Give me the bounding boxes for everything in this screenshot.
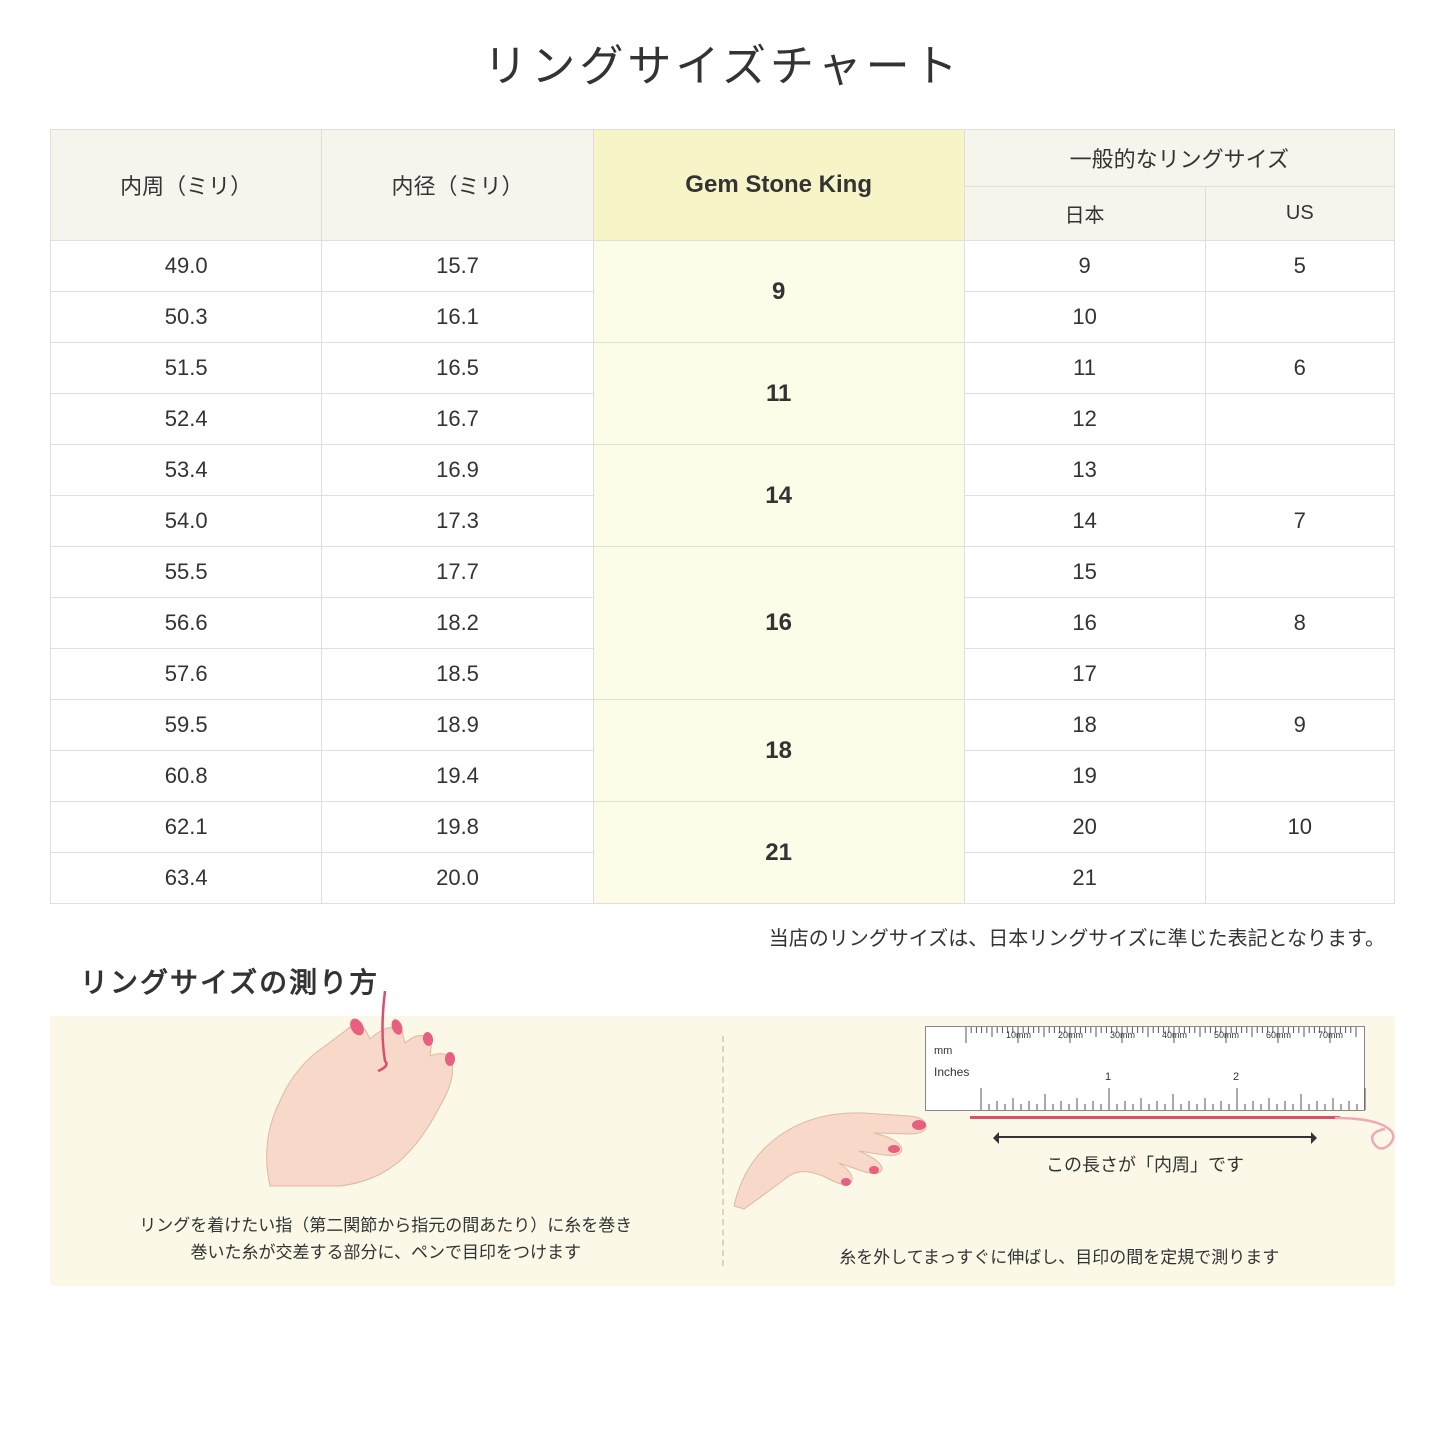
cell-diameter: 16.1 bbox=[322, 292, 593, 343]
cell-circumference: 59.5 bbox=[51, 700, 322, 751]
cell-us: 6 bbox=[1205, 343, 1394, 394]
cell-circumference: 62.1 bbox=[51, 802, 322, 853]
caption-left-line2: 巻いた糸が交差する部分に、ペンで目印をつけます bbox=[90, 1239, 682, 1266]
cell-circumference: 52.4 bbox=[51, 394, 322, 445]
cell-us bbox=[1205, 445, 1394, 496]
arrow-label: この長さが「内周」です bbox=[995, 1151, 1295, 1177]
cell-us bbox=[1205, 649, 1394, 700]
ruler-in-mark: 2 bbox=[1233, 1071, 1239, 1083]
header-gsk: Gem Stone King bbox=[593, 130, 964, 241]
cell-japan: 19 bbox=[964, 751, 1205, 802]
ruler-mm-mark: 10mm bbox=[1006, 1030, 1031, 1040]
cell-circumference: 50.3 bbox=[51, 292, 322, 343]
cell-diameter: 18.2 bbox=[322, 598, 593, 649]
cell-us bbox=[1205, 853, 1394, 904]
cell-us: 5 bbox=[1205, 241, 1394, 292]
cell-diameter: 17.3 bbox=[322, 496, 593, 547]
instructions-panel: リングを着けたい指（第二関節から指元の間あたり）に糸を巻き 巻いた糸が交差する部… bbox=[50, 1016, 1395, 1286]
cell-diameter: 16.5 bbox=[322, 343, 593, 394]
table-row: 49.015.7995 bbox=[51, 241, 1395, 292]
thread-curl bbox=[1335, 1094, 1405, 1154]
ruler-mm-mark: 70mm bbox=[1318, 1030, 1343, 1040]
ruler-mm-mark: 60mm bbox=[1266, 1030, 1291, 1040]
cell-diameter: 15.7 bbox=[322, 241, 593, 292]
measurement-arrow bbox=[995, 1136, 1315, 1138]
caption-left: リングを着けたい指（第二関節から指元の間あたり）に糸を巻き 巻いた糸が交差する部… bbox=[50, 1212, 722, 1266]
page-title: リングサイズチャート bbox=[50, 30, 1395, 94]
cell-us: 8 bbox=[1205, 598, 1394, 649]
cell-circumference: 55.5 bbox=[51, 547, 322, 598]
hand-measure-illustration bbox=[734, 1071, 934, 1211]
table-row: 55.517.71615 bbox=[51, 547, 1395, 598]
table-note: 当店のリングサイズは、日本リングサイズに準じた表記となります。 bbox=[50, 922, 1385, 951]
cell-us: 9 bbox=[1205, 700, 1394, 751]
cell-japan: 15 bbox=[964, 547, 1205, 598]
cell-japan: 20 bbox=[964, 802, 1205, 853]
cell-japan: 18 bbox=[964, 700, 1205, 751]
cell-japan: 9 bbox=[964, 241, 1205, 292]
cell-circumference: 57.6 bbox=[51, 649, 322, 700]
cell-gsk: 18 bbox=[593, 700, 964, 802]
cell-gsk: 16 bbox=[593, 547, 964, 700]
ring-size-table: 内周（ミリ） 内径（ミリ） Gem Stone King 一般的なリングサイズ … bbox=[50, 129, 1395, 904]
ruler-mm-mark: 50mm bbox=[1214, 1030, 1239, 1040]
ruler-mm-mark: 30mm bbox=[1110, 1030, 1135, 1040]
table-row: 59.518.918189 bbox=[51, 700, 1395, 751]
cell-japan: 11 bbox=[964, 343, 1205, 394]
cell-japan: 14 bbox=[964, 496, 1205, 547]
cell-japan: 21 bbox=[964, 853, 1205, 904]
ruler-in-mark: 1 bbox=[1105, 1071, 1111, 1083]
cell-circumference: 53.4 bbox=[51, 445, 322, 496]
cell-gsk: 14 bbox=[593, 445, 964, 547]
cell-diameter: 18.5 bbox=[322, 649, 593, 700]
cell-us bbox=[1205, 394, 1394, 445]
cell-japan: 16 bbox=[964, 598, 1205, 649]
cell-circumference: 56.6 bbox=[51, 598, 322, 649]
cell-gsk: 9 bbox=[593, 241, 964, 343]
caption-left-line1: リングを着けたい指（第二関節から指元の間あたり）に糸を巻き bbox=[90, 1212, 682, 1239]
cell-circumference: 60.8 bbox=[51, 751, 322, 802]
header-diameter: 内径（ミリ） bbox=[322, 130, 593, 241]
cell-diameter: 17.7 bbox=[322, 547, 593, 598]
cell-diameter: 16.7 bbox=[322, 394, 593, 445]
cell-circumference: 63.4 bbox=[51, 853, 322, 904]
cell-diameter: 16.9 bbox=[322, 445, 593, 496]
cell-circumference: 49.0 bbox=[51, 241, 322, 292]
cell-circumference: 51.5 bbox=[51, 343, 322, 394]
cell-circumference: 54.0 bbox=[51, 496, 322, 547]
header-common: 一般的なリングサイズ bbox=[964, 130, 1394, 187]
table-row: 53.416.91413 bbox=[51, 445, 1395, 496]
panel-left: リングを着けたい指（第二関節から指元の間あたり）に糸を巻き 巻いた糸が交差する部… bbox=[50, 1016, 722, 1286]
cell-diameter: 19.4 bbox=[322, 751, 593, 802]
header-japan: 日本 bbox=[964, 187, 1205, 241]
panel-right: mm Inches 10mm20mm30mm40mm50mm60mm70mm 1… bbox=[724, 1016, 1396, 1286]
cell-japan: 17 bbox=[964, 649, 1205, 700]
ruler-mm-mark: 40mm bbox=[1162, 1030, 1187, 1040]
ruler-illustration: mm Inches 10mm20mm30mm40mm50mm60mm70mm 1… bbox=[925, 1026, 1365, 1111]
table-row: 62.119.8212010 bbox=[51, 802, 1395, 853]
cell-us bbox=[1205, 751, 1394, 802]
table-row: 51.516.511116 bbox=[51, 343, 1395, 394]
cell-us: 10 bbox=[1205, 802, 1394, 853]
cell-gsk: 11 bbox=[593, 343, 964, 445]
hand-thread-illustration bbox=[230, 991, 490, 1191]
cell-us bbox=[1205, 292, 1394, 343]
header-us: US bbox=[1205, 187, 1394, 241]
cell-diameter: 19.8 bbox=[322, 802, 593, 853]
cell-diameter: 20.0 bbox=[322, 853, 593, 904]
thread-line bbox=[970, 1116, 1340, 1119]
cell-diameter: 18.9 bbox=[322, 700, 593, 751]
cell-japan: 13 bbox=[964, 445, 1205, 496]
cell-japan: 12 bbox=[964, 394, 1205, 445]
cell-us: 7 bbox=[1205, 496, 1394, 547]
cell-gsk: 21 bbox=[593, 802, 964, 904]
header-circumference: 内周（ミリ） bbox=[51, 130, 322, 241]
ruler-mm-mark: 20mm bbox=[1058, 1030, 1083, 1040]
caption-right: 糸を外してまっすぐに伸ばし、目印の間を定規で測ります bbox=[724, 1244, 1396, 1271]
cell-japan: 10 bbox=[964, 292, 1205, 343]
cell-us bbox=[1205, 547, 1394, 598]
